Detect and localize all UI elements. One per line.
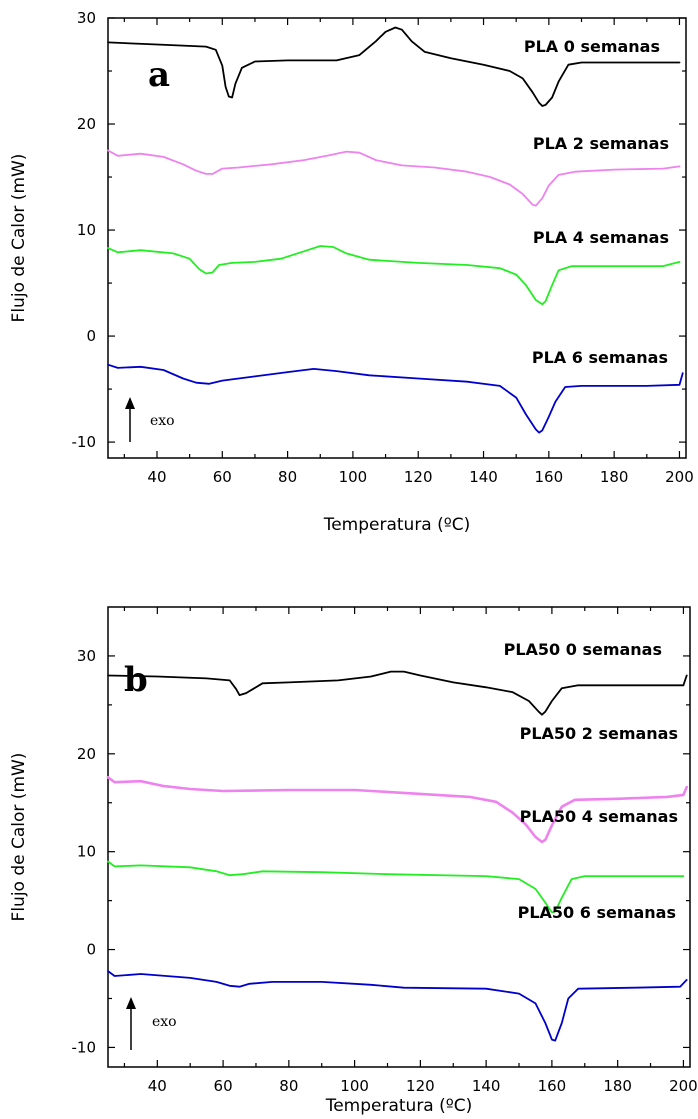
panel-b-series-line-3 [107, 970, 688, 1042]
panel-a-y-tick-label: 0 [86, 327, 96, 345]
panel-b-exo-arrow-icon [126, 997, 136, 1009]
panel-b-series-label-2: PLA50 4 semanas [520, 807, 678, 826]
panel-b-exo-label: exo [152, 1014, 177, 1030]
panel-a-y-tick-label: 20 [77, 115, 96, 133]
panel-b-x-tick-label: 180 [603, 1077, 632, 1095]
panel-a-x-tick-label: 140 [469, 468, 498, 486]
panel-b-series-line-2 [107, 860, 685, 914]
panel-b-y-tick-label: 0 [86, 941, 96, 959]
panel-b-panel-letter: b [124, 660, 148, 700]
panel-b-series-label-1: PLA50 2 semanas [520, 724, 678, 743]
panel-a-exo-label: exo [150, 413, 175, 429]
panel-b-series-line-1 [106, 776, 688, 844]
panel-b-series-label-3: PLA50 6 semanas [518, 903, 676, 922]
panel-a-y-axis-title: Flujo de Calor (mW) [9, 154, 29, 323]
panel-a-y-tick-label: 10 [77, 221, 96, 239]
panel-a-x-tick-label: 200 [665, 468, 694, 486]
panel-b-x-tick-label: 80 [279, 1077, 298, 1095]
panel-a-series-line-2 [107, 245, 681, 306]
panel-a-series-label-2: PLA 4 semanas [533, 228, 669, 247]
panel-b-y-tick-label: 10 [77, 843, 96, 861]
panel-a-x-tick-label: 100 [339, 468, 368, 486]
panel-a-series-label-0: PLA 0 semanas [524, 37, 660, 56]
panel-b-x-axis-title: Temperatura (ºC) [325, 1096, 473, 1116]
panel-b-y-tick-label: 20 [77, 745, 96, 763]
panel-b-x-tick-label: 120 [406, 1077, 435, 1095]
panel-a-series-line-3 [107, 363, 684, 434]
panel-a-x-tick-label: 180 [600, 468, 629, 486]
panel-b-series-label-0: PLA50 0 semanas [504, 640, 662, 659]
panel-a-x-tick-label: 160 [535, 468, 564, 486]
panel-a-exo-arrow-icon [125, 397, 135, 409]
panel-b-y-tick-label: 30 [77, 647, 96, 665]
panel-a-x-tick-label: 40 [147, 468, 166, 486]
panel-b-y-tick-label: -10 [72, 1038, 97, 1056]
panel-b-y-axis-title: Flujo de Calor (mW) [9, 753, 29, 922]
panel-a-x-tick-label: 80 [278, 468, 297, 486]
panel-a-series-line-1 [107, 149, 681, 207]
panel-b-x-tick-label: 60 [214, 1077, 233, 1095]
panel-a-panel-letter: a [148, 55, 170, 95]
panel-b-x-tick-label: 160 [538, 1077, 567, 1095]
panel-a-x-tick-label: 120 [404, 468, 433, 486]
panel-a-series-label-3: PLA 6 semanas [532, 348, 668, 367]
panel-a-x-axis-title: Temperatura (ºC) [323, 515, 471, 535]
panel-b-x-tick-label: 40 [148, 1077, 167, 1095]
panel-a-series-label-1: PLA 2 semanas [533, 134, 669, 153]
panel-a-y-tick-label: -10 [72, 433, 97, 451]
panel-b-x-tick-label: 200 [669, 1077, 698, 1095]
panel-a-plot-frame [107, 17, 687, 459]
panel-a-y-tick-label: 30 [77, 9, 96, 27]
panel-b-plot-frame [107, 606, 691, 1068]
panel-b-x-tick-label: 140 [472, 1077, 501, 1095]
panel-b-x-tick-label: 100 [340, 1077, 369, 1095]
panel-a-x-tick-label: 60 [213, 468, 232, 486]
panel-a-series-line-0 [107, 26, 681, 107]
panel-b-series-line-0 [107, 670, 688, 716]
